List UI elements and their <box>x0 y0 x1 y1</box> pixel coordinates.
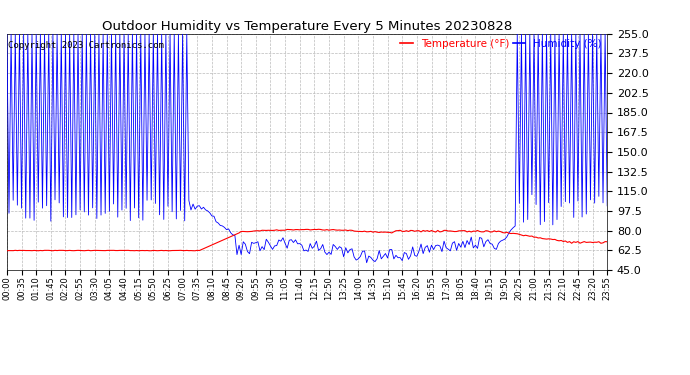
Legend: Temperature (°F), Humidity (%): Temperature (°F), Humidity (%) <box>396 35 606 53</box>
Title: Outdoor Humidity vs Temperature Every 5 Minutes 20230828: Outdoor Humidity vs Temperature Every 5 … <box>102 20 512 33</box>
Text: Copyright 2023 Cartronics.com: Copyright 2023 Cartronics.com <box>8 41 164 50</box>
